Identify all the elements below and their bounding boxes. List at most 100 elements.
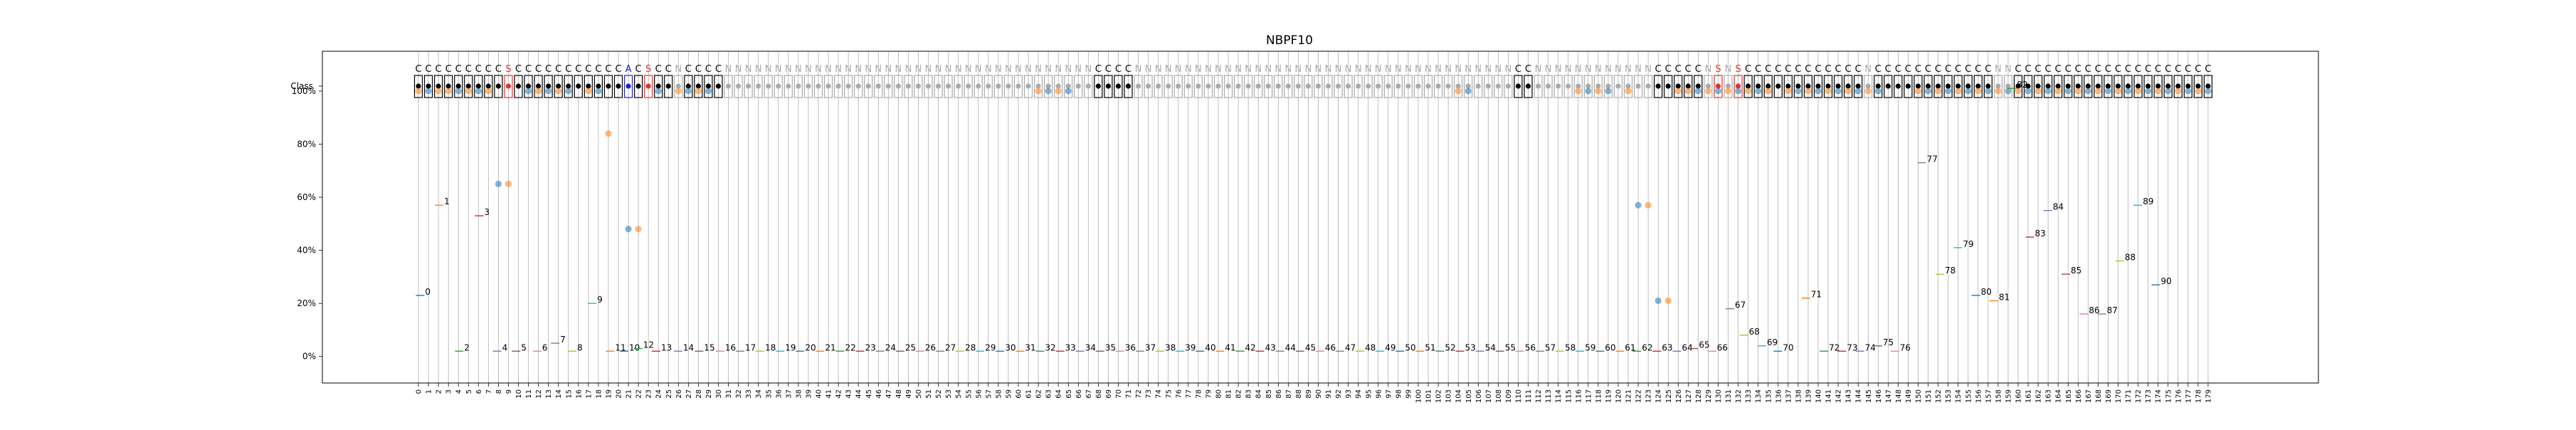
class-letter: N [1145, 64, 1152, 75]
class-letter: N [1864, 64, 1872, 75]
class-marker [1146, 83, 1151, 89]
class-marker [1295, 83, 1301, 89]
data-label: 2 [464, 342, 470, 352]
class-box [803, 75, 813, 98]
data-label: 76 [1900, 342, 1911, 352]
class-marker [1725, 83, 1731, 89]
data-label: 32 [1045, 342, 1056, 352]
class-box [914, 75, 923, 98]
class-marker [1995, 83, 2001, 89]
class-letter: N [1185, 64, 1192, 75]
class-box [1963, 75, 1973, 98]
class-marker [2095, 83, 2101, 89]
class-marker [905, 83, 912, 89]
class-letter: C [2085, 64, 2091, 75]
class-box [1003, 75, 1013, 98]
class-marker [1665, 83, 1671, 89]
class-box [1244, 75, 1253, 98]
class-box [1264, 75, 1273, 98]
data-point [704, 88, 712, 95]
class-letter: N [1045, 64, 1052, 75]
data-label: 43 [1265, 342, 1276, 352]
class-box [654, 75, 663, 98]
x-tick-label: 62 [1035, 389, 1043, 399]
class-letter: N [1995, 64, 2002, 75]
class-marker [736, 83, 741, 89]
data-label: 39 [1185, 342, 1195, 352]
class-letter: C [1825, 64, 1832, 75]
x-tick-label: 6 [475, 389, 483, 394]
class-box [864, 75, 873, 98]
class-letter: C [2025, 64, 2032, 75]
class-box [1773, 75, 1783, 98]
class-box [1223, 75, 1233, 98]
data-label: 49 [1385, 342, 1395, 352]
class-marker [1985, 83, 1991, 89]
class-marker [1105, 83, 1112, 89]
class-letter: S [505, 64, 511, 75]
class-marker [1285, 83, 1291, 89]
class-letter: C [485, 64, 492, 75]
class-letter: N [885, 64, 892, 75]
class-box [1314, 75, 1323, 98]
data-label: 21 [825, 342, 835, 352]
data-label: 28 [965, 342, 976, 352]
x-tick-label: 92 [1335, 389, 1343, 399]
class-letter: N [945, 64, 952, 75]
data-label: 12 [643, 340, 654, 350]
data-label: 51 [1425, 342, 1435, 352]
data-point [555, 88, 562, 95]
class-letter: C [615, 64, 621, 75]
class-marker [1675, 83, 1681, 89]
class-marker [1855, 83, 1861, 89]
class-box [774, 75, 783, 98]
class-marker [525, 83, 532, 89]
class-letter: N [1265, 64, 1272, 75]
class-letter: C [2115, 64, 2121, 75]
x-tick-label: 91 [1325, 389, 1333, 399]
x-tick-label: 77 [1185, 389, 1193, 399]
class-letter: N [865, 64, 872, 75]
class-box [1484, 75, 1493, 98]
class-marker [465, 83, 471, 89]
class-box [1023, 75, 1033, 98]
class-box [744, 75, 753, 98]
class-letter: N [1645, 64, 1652, 75]
class-letter: C [635, 64, 642, 75]
class-box [644, 75, 653, 98]
class-marker [1505, 83, 1511, 89]
data-point [495, 180, 502, 187]
class-box [1324, 75, 1333, 98]
data-point [1664, 297, 1672, 305]
class-letter: N [875, 64, 882, 75]
data-point [455, 88, 462, 95]
class-box [1163, 75, 1173, 98]
class-box [1373, 75, 1383, 98]
data-label: 52 [1445, 342, 1456, 352]
data-label: 65 [1699, 340, 1709, 350]
class-box [1353, 75, 1363, 98]
class-letter: N [1215, 64, 1222, 75]
data-label: 7 [560, 335, 566, 345]
class-letter: N [1474, 64, 1482, 75]
class-box [1514, 75, 1523, 98]
x-tick-label: 63 [1045, 389, 1053, 399]
class-marker [1465, 83, 1471, 89]
class-box [1634, 75, 1643, 98]
class-marker [2195, 83, 2201, 89]
class-letter: C [2135, 64, 2141, 75]
x-tick-label: 90 [1315, 389, 1323, 399]
class-box [1233, 75, 1243, 98]
class-box [2003, 75, 2013, 98]
data-label: 0 [425, 287, 431, 297]
data-point [545, 88, 552, 95]
class-box [1284, 75, 1293, 98]
class-box [1803, 75, 1813, 98]
class-letter: N [1205, 64, 1212, 75]
class-marker [1385, 83, 1391, 89]
class-marker [1625, 83, 1631, 89]
data-point [565, 88, 572, 95]
data-point [415, 88, 422, 95]
class-marker [505, 83, 512, 89]
class-letter: C [1845, 64, 1852, 75]
